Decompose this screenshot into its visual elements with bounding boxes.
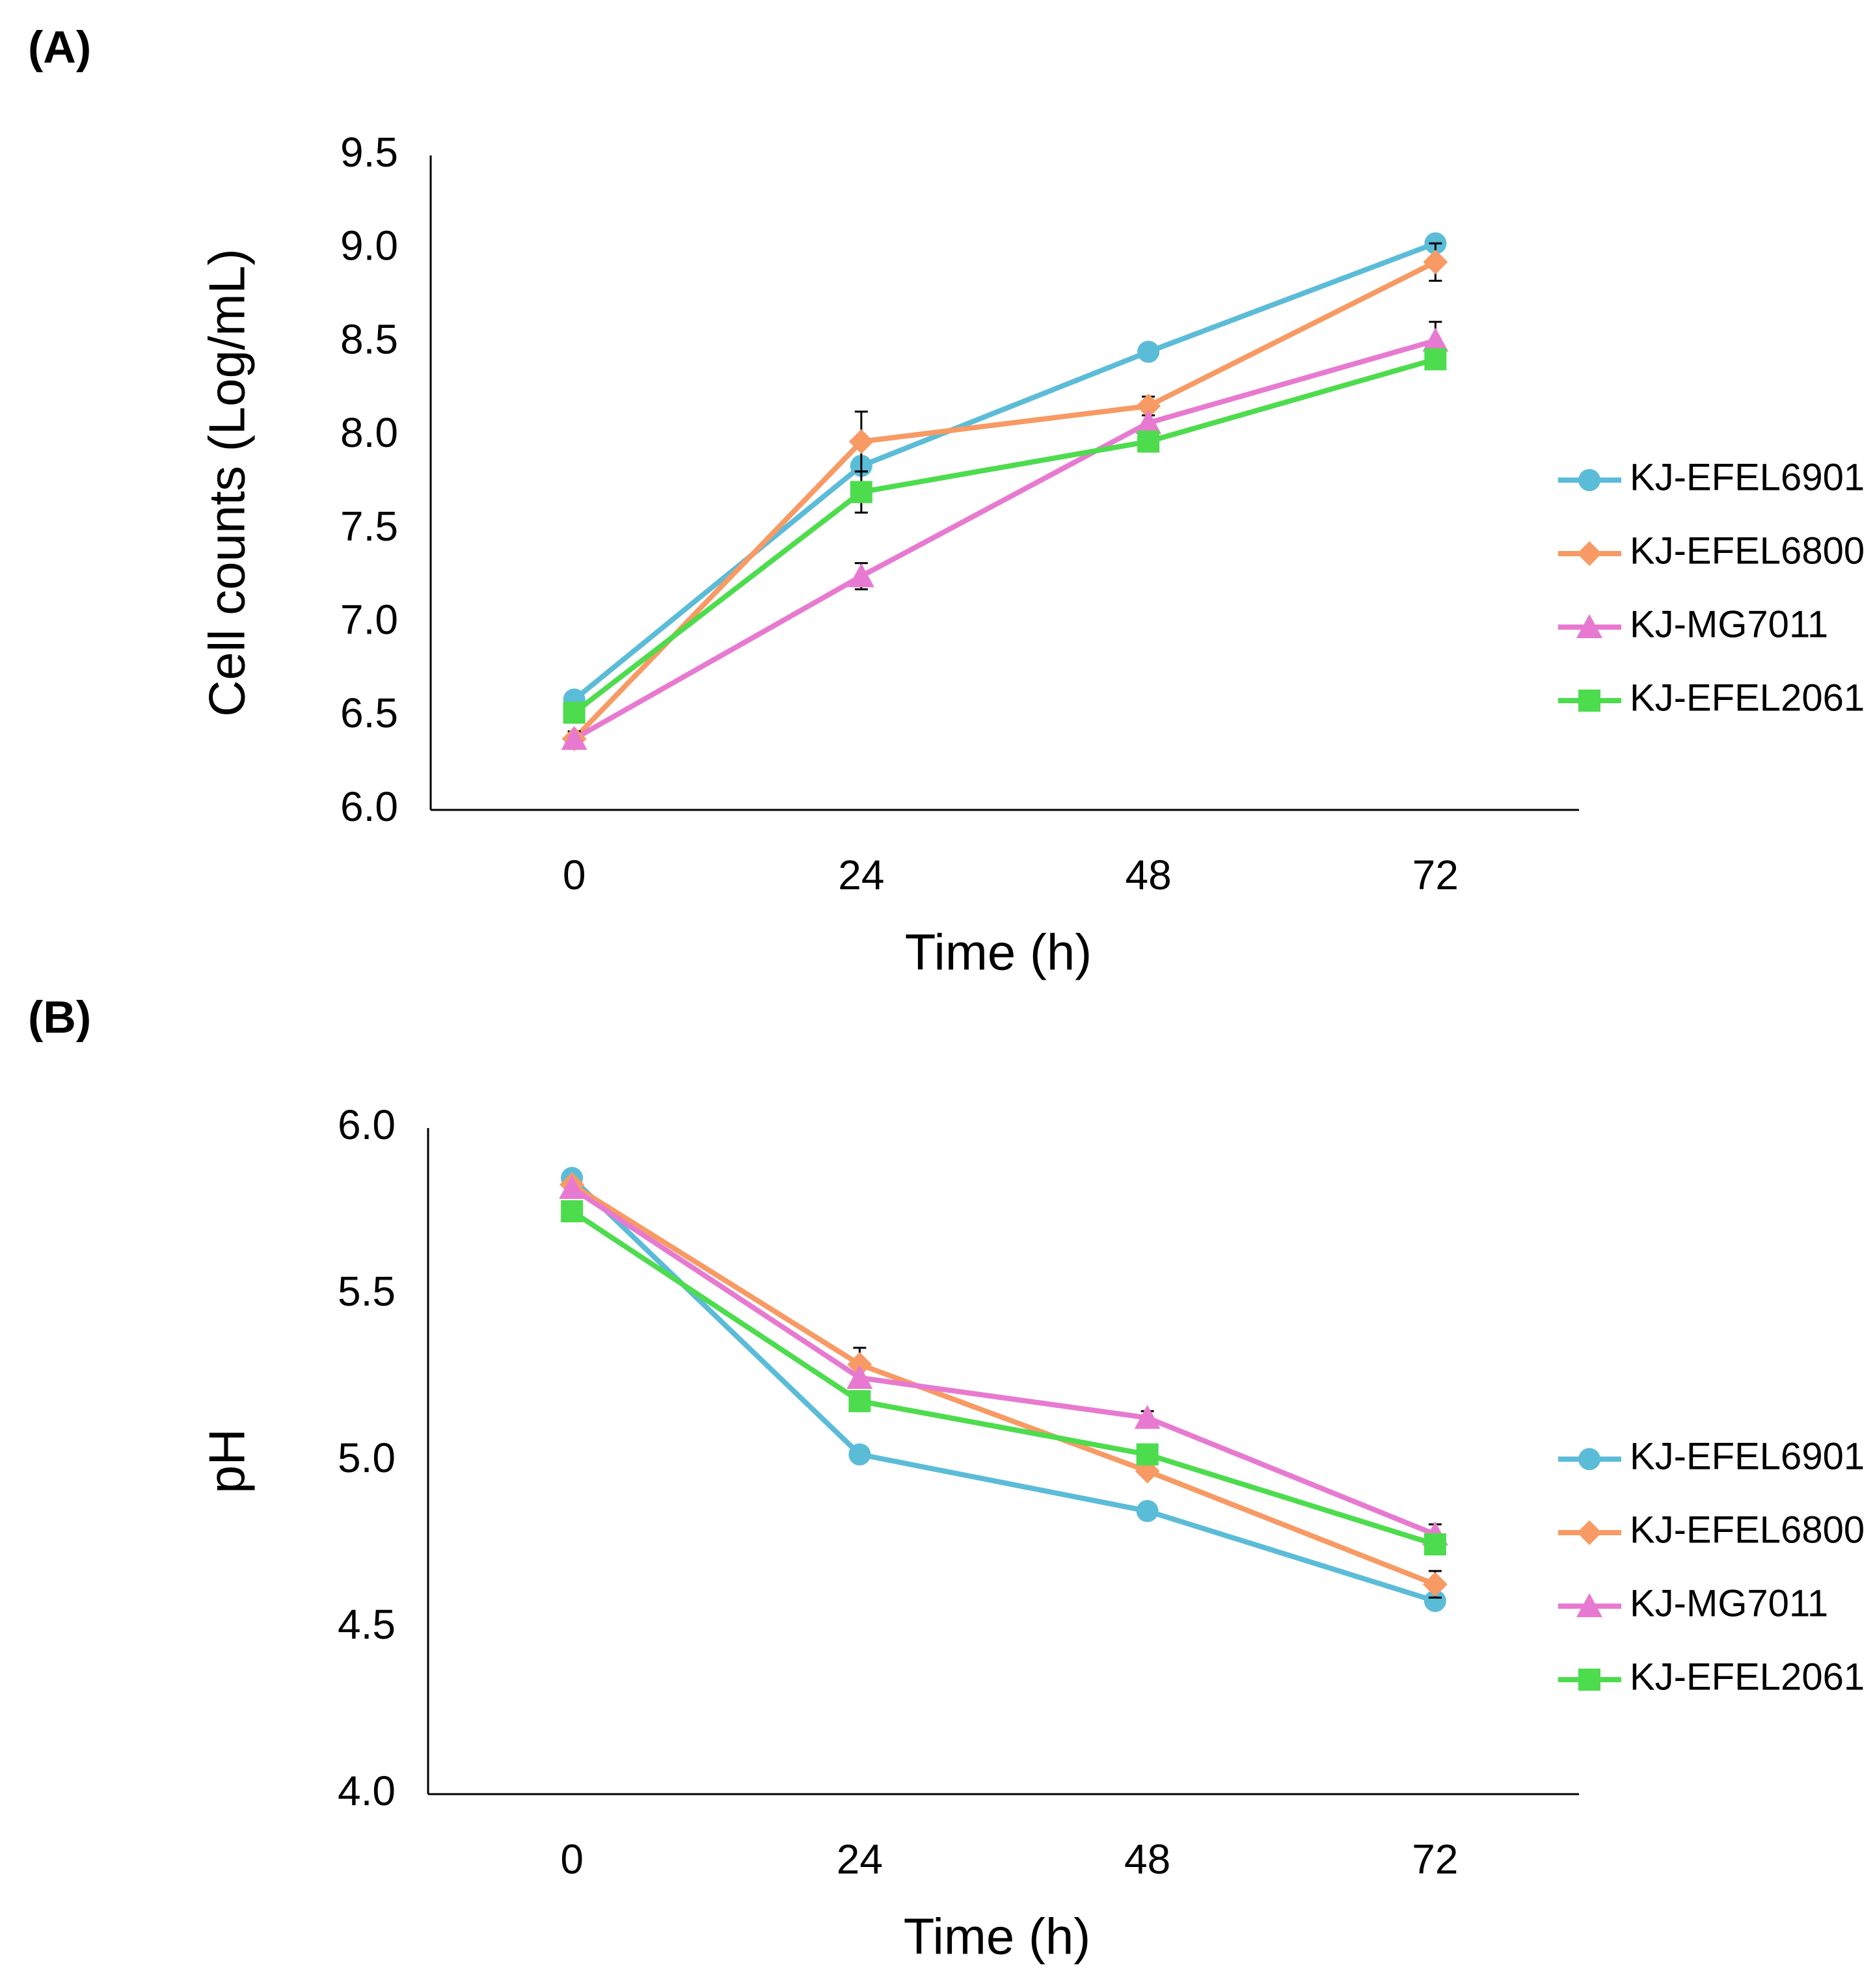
series-line (570, 1175, 1437, 1604)
legend-marker (1578, 690, 1600, 712)
x-tick-label: 0 (563, 852, 586, 898)
y-tick-label: 5.5 (338, 1268, 396, 1315)
panel-label: (B) (28, 991, 91, 1042)
marker (561, 725, 587, 750)
series-line (570, 1185, 1437, 1537)
legend-marker (1576, 1593, 1602, 1617)
x-tick-label: 0 (560, 1836, 584, 1883)
marker (1422, 1572, 1448, 1597)
legend-label: KJ-EFEL6800 (1630, 530, 1865, 572)
legend-label: KJ-EFEL6800 (1630, 1509, 1865, 1551)
series-line (573, 241, 1437, 702)
y-tick-label: 7.5 (340, 503, 398, 550)
marker (1136, 1499, 1159, 1522)
legend-label: KJ-MG7011 (1630, 603, 1828, 645)
marker (850, 481, 872, 504)
series-line (573, 356, 1437, 715)
x-axis-title: Time (h) (905, 924, 1092, 981)
y-tick-label: 8.0 (340, 409, 398, 456)
y-tick-label: 9.0 (340, 222, 398, 269)
marker (848, 1390, 871, 1412)
y-axis-title: Cell counts (Log/mL) (198, 248, 256, 717)
legend-marker (1578, 469, 1600, 491)
marker (1423, 1590, 1446, 1613)
legend-marker (1578, 1669, 1600, 1691)
marker (847, 1352, 872, 1377)
marker (1136, 1443, 1159, 1466)
legend-label: KJ-EFEL2061 (1630, 1656, 1865, 1698)
legend-marker (1576, 614, 1602, 638)
marker (1136, 394, 1161, 419)
marker (848, 429, 874, 454)
y-tick-label: 5.0 (338, 1434, 396, 1481)
marker (1135, 410, 1162, 435)
legend-marker (1578, 1448, 1600, 1470)
series-line (571, 1182, 1437, 1587)
legend-marker (1577, 1520, 1602, 1545)
y-axis-title: pH (198, 1429, 256, 1494)
x-tick-label: 72 (1412, 852, 1459, 898)
y-tick-label: 6.5 (340, 690, 398, 736)
series-line (573, 338, 1437, 742)
legend-marker (1577, 541, 1602, 566)
legend-label: KJ-EFEL2061 (1630, 677, 1865, 719)
y-tick-label: 7.0 (340, 596, 398, 643)
marker (1137, 430, 1160, 453)
marker (561, 1200, 584, 1222)
legend-label: KJ-MG7011 (1630, 1582, 1828, 1624)
x-tick-label: 72 (1412, 1836, 1458, 1883)
x-tick-label: 48 (1124, 1836, 1170, 1883)
marker (846, 1365, 873, 1389)
legend-label: KJ-EFEL6901 (1630, 456, 1865, 498)
marker (1423, 1533, 1446, 1555)
marker (1137, 340, 1160, 363)
y-tick-label: 6.0 (338, 1101, 396, 1148)
marker (563, 701, 586, 724)
y-tick-label: 9.5 (340, 129, 398, 176)
y-tick-label: 4.5 (338, 1601, 396, 1648)
y-tick-label: 4.0 (338, 1767, 396, 1814)
legend-label: KJ-EFEL6901 (1630, 1435, 1865, 1477)
marker (1134, 1404, 1161, 1429)
x-tick-label: 48 (1126, 852, 1172, 898)
marker (559, 1175, 586, 1200)
marker (848, 563, 874, 587)
marker (1424, 348, 1447, 371)
x-axis-title: Time (h) (904, 1908, 1090, 1965)
y-tick-label: 8.5 (340, 316, 398, 362)
marker (1422, 327, 1449, 352)
x-tick-label: 24 (837, 1836, 883, 1883)
series-line (572, 260, 1437, 741)
marker (1423, 249, 1448, 275)
marker (848, 1443, 871, 1466)
x-tick-label: 24 (838, 852, 884, 898)
y-tick-label: 6.0 (340, 783, 398, 830)
panel-label: (A) (28, 21, 91, 72)
series-line (570, 1209, 1437, 1547)
